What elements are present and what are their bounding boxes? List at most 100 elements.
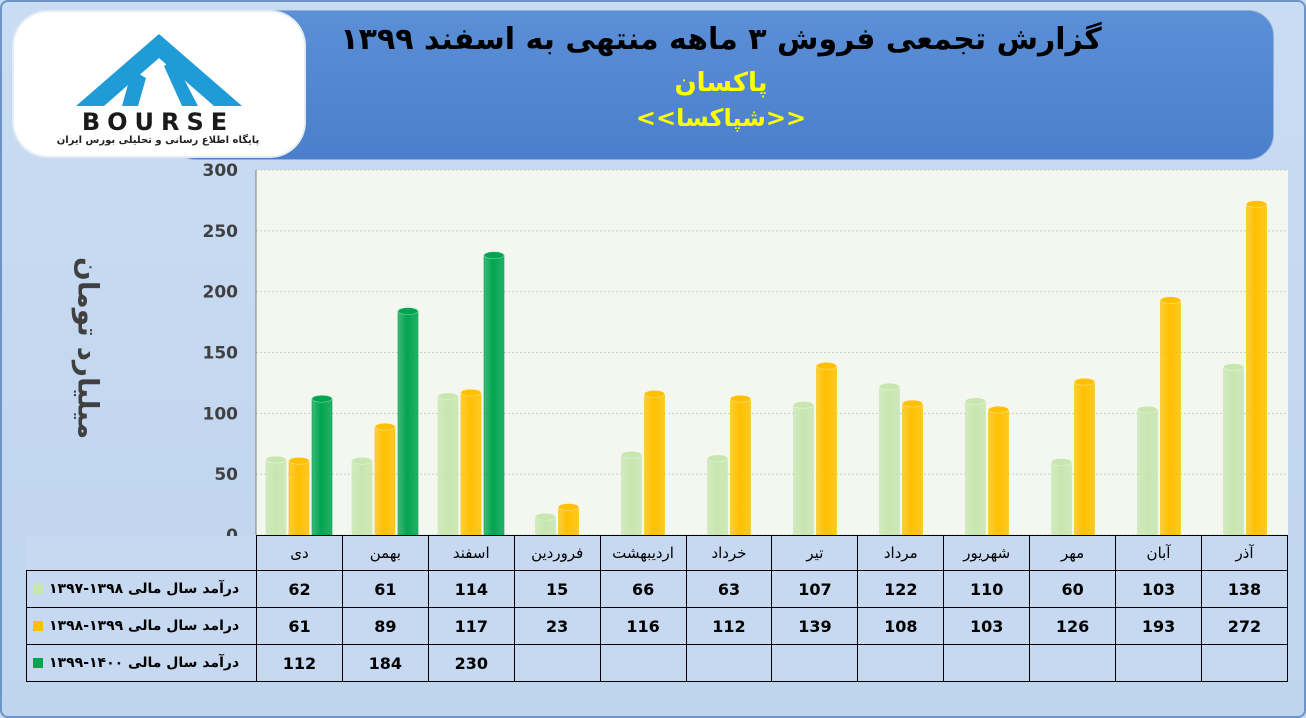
table-cell: 116 <box>599 607 687 645</box>
logo-tagline: پایگاه اطلاع رسانی و تحلیلی بورس ایران <box>56 135 260 146</box>
x-tick-label: آبان <box>1115 535 1202 571</box>
table-cell: 193 <box>1115 607 1202 645</box>
bar-top-3-3 <box>483 251 505 259</box>
y-tick-label: 250 <box>203 222 239 242</box>
x-tick-label: خرداد <box>685 535 773 571</box>
legend-label: درآمد سال مالی ۱۴۰۰-۱۳۹۹ <box>49 655 240 671</box>
company-name: پاکسان <box>674 68 768 98</box>
bar-top-1-4 <box>535 512 556 521</box>
bar-2-9 <box>988 409 1009 536</box>
y-tick-label: 100 <box>203 404 239 424</box>
bar-top-2-10 <box>1074 377 1095 386</box>
bar-1-8 <box>879 386 900 536</box>
table-cell: 230 <box>427 644 515 682</box>
bar-1-6 <box>707 458 728 536</box>
bar-1-12 <box>1223 366 1244 536</box>
table-corner <box>26 535 257 571</box>
table-cell: 114 <box>427 570 515 608</box>
bar-3-1 <box>311 398 333 536</box>
legend-label: درامد سال مالی ۱۳۹۹-۱۳۹۸ <box>49 618 240 634</box>
logo-box <box>14 12 304 156</box>
title-banner <box>170 10 1274 160</box>
bar-1-9 <box>965 400 986 536</box>
data-table: دی بهمن اسفند فروردین اردیبهشت خرداد تیر مرداد ش… <box>26 535 1289 682</box>
legend-entry: درآمد سال مالی ۱۴۰۰-۱۳۹۹ <box>26 644 257 682</box>
bar-top-2-2 <box>374 422 396 431</box>
bar-1-1 <box>265 459 287 536</box>
table-cell: 60 <box>1029 570 1117 608</box>
table-cell: 122 <box>857 570 945 608</box>
table-cell: 110 <box>943 570 1031 608</box>
bar-2-5 <box>644 393 665 536</box>
table-cell: 126 <box>1029 607 1117 645</box>
x-tick-label: اردیبهشت <box>599 535 687 571</box>
bar-top-1-11 <box>1137 405 1158 414</box>
x-tick-label: فروردین <box>513 535 601 571</box>
legend-swatch <box>33 658 43 668</box>
table-header-row: دی بهمن اسفند فروردین اردیبهشت خرداد تیر مرداد ش… <box>26 535 1289 571</box>
table-cell: 61 <box>256 607 343 645</box>
table-row: درآمد سال مالی ۱۳۹۸-۱۳۹۷ 62 61 114 15 66 63 107… <box>26 570 1289 608</box>
legend-entry: درآمد سال مالی ۱۳۹۸-۱۳۹۷ <box>26 570 257 608</box>
table-cell: 62 <box>256 570 343 608</box>
bar-top-2-4 <box>558 503 579 511</box>
ticker-symbol: <<شپاکسا>> <box>635 104 807 132</box>
bar-1-7 <box>793 404 814 536</box>
bar-top-1-7 <box>793 401 814 409</box>
table-cell: 184 <box>341 644 429 682</box>
logo-text: BOURSE <box>81 108 235 136</box>
bar-top-2-7 <box>816 362 837 370</box>
legend-swatch <box>33 584 43 594</box>
y-tick-label: 50 <box>214 465 238 485</box>
bar-2-7 <box>816 365 837 536</box>
legend-swatch <box>33 621 43 631</box>
bar-1-5 <box>621 454 642 536</box>
bar-2-6 <box>730 398 751 536</box>
table-cell: 112 <box>685 607 773 645</box>
bar-2-1 <box>288 460 310 536</box>
bar-top-1-6 <box>707 454 728 463</box>
legend-label: درآمد سال مالی ۱۳۹۸-۱۳۹۷ <box>49 581 240 597</box>
bar-3-2 <box>397 310 419 536</box>
table-cell: 112 <box>256 644 343 682</box>
table-cell: 138 <box>1200 570 1289 608</box>
table-cell <box>943 644 1031 682</box>
legend-entry: درامد سال مالی ۱۳۹۹-۱۳۹۸ <box>26 607 257 645</box>
table-cell <box>1029 644 1117 682</box>
y-tick-label: 300 <box>203 161 239 181</box>
table-cell: 66 <box>599 570 687 608</box>
bar-top-1-5 <box>621 450 642 459</box>
bar-top-1-1 <box>265 455 287 464</box>
bar-2-11 <box>1160 299 1181 536</box>
bar-1-11 <box>1137 409 1158 536</box>
bar-2-12 <box>1246 203 1267 536</box>
bar-1-10 <box>1051 461 1072 536</box>
table-cell <box>685 644 773 682</box>
bar-top-1-2 <box>351 456 373 465</box>
bar-top-2-3 <box>460 388 482 397</box>
bar-2-2 <box>374 426 396 536</box>
x-tick-label: دی <box>256 535 343 571</box>
bar-top-2-5 <box>644 390 665 398</box>
table-cell <box>1115 644 1202 682</box>
table-cell: 272 <box>1200 607 1289 645</box>
table-cell: 103 <box>1115 570 1202 608</box>
x-tick-label: بهمن <box>341 535 429 571</box>
table-cell <box>1200 644 1289 682</box>
bar-top-1-9 <box>965 397 986 405</box>
bar-3-3 <box>483 254 505 536</box>
table-cell <box>857 644 945 682</box>
table-cell: 15 <box>513 570 601 608</box>
x-tick-label: مهر <box>1029 535 1117 571</box>
bar-top-2-1 <box>288 456 310 465</box>
table-cell: 139 <box>771 607 859 645</box>
bar-top-2-8 <box>902 399 923 408</box>
y-tick-label: 200 <box>203 283 239 303</box>
bar-top-1-10 <box>1051 458 1072 466</box>
y-axis-label: میلیارد تومان <box>71 256 105 440</box>
bar-2-4 <box>558 506 579 536</box>
bar-top-1-3 <box>437 392 459 401</box>
bar-top-2-6 <box>730 394 751 403</box>
bourse-logo-icon <box>76 34 242 106</box>
